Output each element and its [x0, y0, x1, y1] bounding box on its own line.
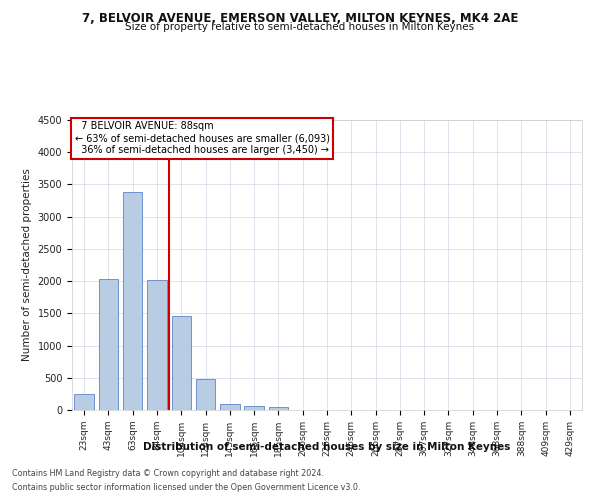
- Bar: [123, 192, 142, 410]
- Text: 7 BELVOIR AVENUE: 88sqm
← 63% of semi-detached houses are smaller (6,093)
  36% : 7 BELVOIR AVENUE: 88sqm ← 63% of semi-de…: [74, 122, 329, 154]
- Bar: [74, 394, 94, 410]
- Bar: [196, 379, 215, 410]
- Bar: [147, 280, 167, 410]
- Y-axis label: Number of semi-detached properties: Number of semi-detached properties: [22, 168, 32, 362]
- Bar: [172, 316, 191, 410]
- Text: Contains public sector information licensed under the Open Government Licence v3: Contains public sector information licen…: [12, 484, 361, 492]
- Text: 7, BELVOIR AVENUE, EMERSON VALLEY, MILTON KEYNES, MK4 2AE: 7, BELVOIR AVENUE, EMERSON VALLEY, MILTO…: [82, 12, 518, 26]
- Bar: [220, 404, 239, 410]
- Text: Size of property relative to semi-detached houses in Milton Keynes: Size of property relative to semi-detach…: [125, 22, 475, 32]
- Bar: [269, 407, 288, 410]
- Text: Distribution of semi-detached houses by size in Milton Keynes: Distribution of semi-detached houses by …: [143, 442, 511, 452]
- Bar: [244, 406, 264, 410]
- Text: Contains HM Land Registry data © Crown copyright and database right 2024.: Contains HM Land Registry data © Crown c…: [12, 468, 324, 477]
- Bar: [99, 279, 118, 410]
